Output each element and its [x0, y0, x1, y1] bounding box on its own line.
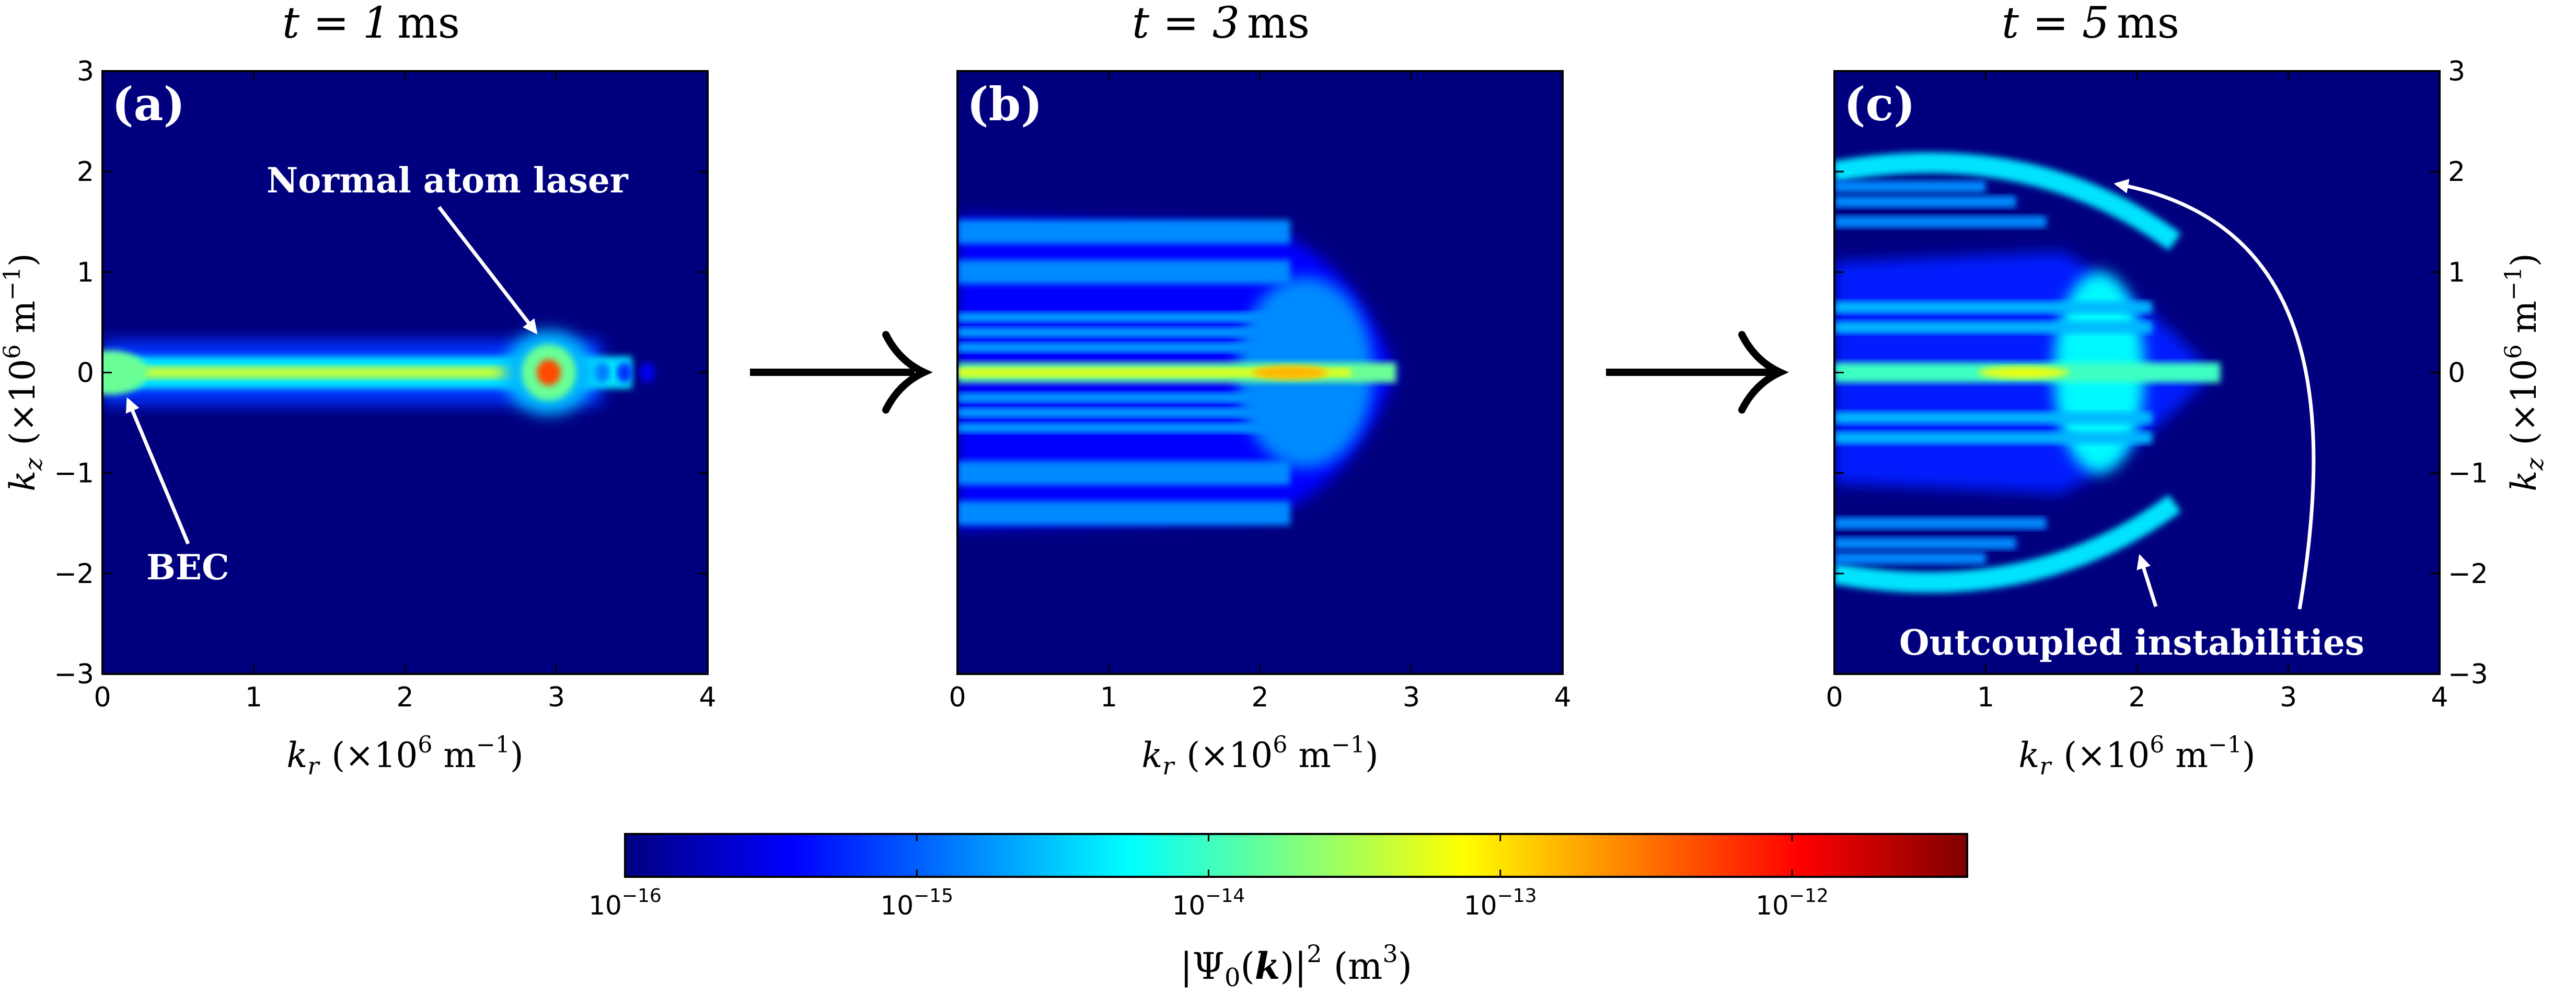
panel-c-y-axis-label: kz(×106 m−1) — [2500, 253, 2549, 491]
inner-fringe-2 — [1834, 321, 2152, 334]
panel-a-x-axis: 0 1 2 3 4 — [94, 71, 717, 713]
y-tick-label: 1 — [2448, 257, 2465, 288]
halo-fringe-1 — [957, 501, 1290, 525]
inner-fringe-3 — [1834, 411, 2152, 424]
panel-b-x-axis: 0 1 2 3 4 — [949, 71, 1572, 713]
panel-a: t = 1 ms (a) 0 1 2 3 4 −3 −2 −1 0 1 2 3 kr (×106 m−1… — [0, 0, 717, 780]
x-tick-label: 1 — [245, 682, 262, 713]
annotation-normal-atom-laser-arrow — [437, 205, 538, 335]
x-tick-label: 4 — [2431, 682, 2448, 713]
upper-arc-fringe-2 — [1834, 180, 1986, 193]
panel-a-x-axis-label: kr (×106 m−1) — [286, 731, 523, 780]
annotation-normal-atom-laser: Normal atom laser — [267, 160, 629, 201]
colorbar-gradient — [624, 833, 1968, 878]
inner-fringe-2 — [957, 327, 1336, 338]
halo-fringe-2 — [957, 260, 1290, 284]
inner-fringe-0 — [957, 312, 1336, 323]
bec-peak — [102, 350, 148, 395]
x-tick-label: 4 — [699, 682, 716, 713]
panel-c-y-axis: −3 −2 −1 0 1 2 3 — [1834, 56, 2488, 690]
x-tick-label: 0 — [1826, 682, 1843, 713]
annotation-bec: BEC — [146, 547, 229, 588]
y-tick-label: −2 — [2448, 558, 2488, 590]
y-tick-label: −3 — [2448, 659, 2488, 690]
x-tick-label: 1 — [1100, 682, 1117, 713]
halo-fringe-0 — [957, 220, 1290, 244]
panel-b-label: (b) — [967, 77, 1043, 131]
inner-fringe-0 — [1834, 301, 2152, 314]
lower-instability-arc — [1834, 495, 2181, 593]
arrow-b-to-c — [1606, 331, 1789, 414]
panel-a-label: (a) — [112, 77, 185, 131]
x-tick-label: 2 — [2128, 682, 2145, 713]
lower-arc-fringe-1 — [1834, 537, 2016, 550]
y-tick-label: 0 — [2448, 358, 2465, 389]
lower-arc-fringe-2 — [1834, 552, 1986, 565]
colorbar-tick-label: 10−12 — [1755, 885, 1829, 921]
x-tick-label: 2 — [1251, 682, 1268, 713]
annotation-bec-arrow — [125, 397, 190, 545]
annotation-upper-arrow — [2113, 179, 2316, 610]
x-tick-label: 0 — [949, 682, 966, 713]
peak — [1978, 366, 2069, 379]
y-tick-label: 1 — [77, 257, 94, 288]
x-tick-label: 4 — [1554, 682, 1571, 713]
inner-fringe-3 — [957, 407, 1336, 418]
upper-arc-fringe-1 — [1834, 196, 2016, 208]
panel-c: t = 5 ms (c) 0 1 2 3 4 −3 −2 −1 0 1 2 3 kr (×106 m−1… — [1826, 0, 2549, 780]
y-tick-label: −1 — [54, 458, 94, 489]
colorbar-label: |Ψ0(k)|2 (m3) — [1180, 940, 1412, 992]
y-tick-label: 3 — [77, 56, 94, 87]
panel-c-x-axis-label: kr (×106 m−1) — [2018, 731, 2255, 780]
panel-b-title: t = 3 ms — [1132, 0, 1310, 48]
x-tick-label: 3 — [548, 682, 565, 713]
atom-laser-core — [536, 359, 561, 386]
halo-fringe-3 — [957, 461, 1290, 485]
upper-instability-arc — [1834, 152, 2181, 250]
panel-c-heatmap — [1834, 71, 2440, 674]
y-tick-label: 2 — [2448, 156, 2465, 188]
panel-a-y-axis: −3 −2 −1 0 1 2 3 — [54, 56, 708, 690]
y-tick-label: −3 — [54, 659, 94, 690]
lower-arc-fringe-0 — [1834, 517, 2047, 530]
colorbar-tick-label: 10−16 — [588, 885, 662, 921]
panel-a-y-axis-label: kz(×106 m−1) — [0, 253, 48, 491]
x-tick-label: 3 — [2280, 682, 2297, 713]
x-tick-label: 0 — [94, 682, 111, 713]
x-tick-label: 3 — [1403, 682, 1420, 713]
y-tick-label: −1 — [2448, 458, 2488, 489]
y-tick-label: 3 — [2448, 56, 2465, 87]
panel-c-title: t = 5 ms — [2002, 0, 2179, 48]
central-core — [957, 368, 1351, 377]
colorbar-tick-label: 10−14 — [1172, 885, 1245, 921]
inner-fringe-1 — [957, 422, 1336, 433]
panel-b-x-axis-label: kr (×106 m−1) — [1141, 731, 1378, 780]
inner-fringe-1 — [1834, 431, 2152, 444]
x-tick-label: 2 — [396, 682, 413, 713]
annotation-lower-arrow — [2136, 554, 2158, 608]
panel-a-heatmap — [102, 71, 708, 674]
panel-a-title: t = 1 ms — [282, 0, 460, 48]
panel-c-label: (c) — [1844, 77, 1915, 131]
colorbar-ticks: 10−16 10−15 10−14 10−13 10−12 — [588, 834, 1829, 921]
jet-fringe-3 — [639, 362, 655, 383]
colorbar: 10−16 10−15 10−14 10−13 10−12 |Ψ0(k)|2 (m3) — [588, 833, 1968, 992]
panel-b: t = 3 ms (b) 0 1 2 3 4 kr (×106 m−1) — [949, 0, 1571, 780]
y-tick-label: −2 — [54, 558, 94, 590]
jet-fringe-1 — [594, 362, 609, 383]
panel-c-x-axis: 0 1 2 3 4 — [1826, 71, 2448, 713]
x-tick-label: 1 — [1977, 682, 1994, 713]
annotation-outcoupled-instabilities: Outcoupled instabilities — [1899, 622, 2364, 663]
upper-arc-fringe-0 — [1834, 215, 2047, 228]
peak — [1252, 365, 1329, 380]
colorbar-tick-label: 10−15 — [880, 885, 953, 921]
colorbar-tick-label: 10−13 — [1464, 885, 1537, 921]
panel-b-heatmap — [957, 71, 1563, 674]
y-tick-label: 0 — [77, 358, 94, 389]
jet-core — [102, 366, 572, 379]
y-tick-label: 2 — [77, 156, 94, 188]
jet-fringe-2 — [617, 362, 632, 383]
arrow-a-to-b — [750, 331, 933, 414]
